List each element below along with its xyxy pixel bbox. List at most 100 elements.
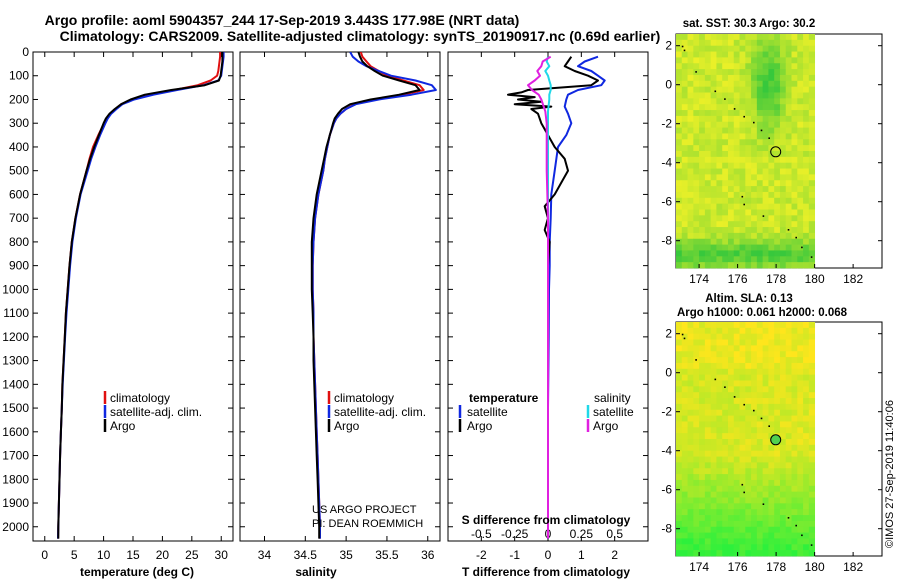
heatmap-cell xyxy=(779,479,787,487)
heatmap-cell xyxy=(716,215,723,222)
heatmap-cell xyxy=(808,544,816,551)
heatmap-cell xyxy=(676,51,683,58)
heatmap-cell xyxy=(693,439,700,446)
heatmap-cell xyxy=(791,503,798,510)
heatmap-cell xyxy=(704,174,712,181)
heatmap-cell xyxy=(751,156,758,164)
heatmap-cell xyxy=(687,497,694,504)
heatmap-cell xyxy=(751,503,758,510)
heatmap-cell xyxy=(676,368,683,376)
heatmap-cell xyxy=(756,34,764,41)
heatmap-cell xyxy=(791,526,798,533)
heatmap-cell xyxy=(727,415,735,422)
heatmap-cell xyxy=(710,421,717,428)
heatmap-cell xyxy=(797,39,804,47)
legend-climatology-label: climatology xyxy=(110,391,170,405)
heatmap-cell xyxy=(687,69,694,76)
heatmap-cell xyxy=(676,34,683,41)
heatmap-cell xyxy=(739,345,746,352)
heatmap-cell xyxy=(762,168,769,175)
heatmap-cell xyxy=(745,520,752,528)
argo-position-marker xyxy=(770,434,782,446)
heatmap-cell xyxy=(699,174,706,181)
heatmap-cell xyxy=(676,357,683,364)
heatmap-cell xyxy=(716,221,723,228)
heatmap-cell xyxy=(704,227,712,234)
heatmap-cell xyxy=(803,520,810,528)
heatmap-cell xyxy=(762,104,769,111)
heatmap-cell xyxy=(756,450,764,457)
heatmap-cell xyxy=(676,439,683,446)
heatmap-cell xyxy=(733,215,740,222)
heatmap-cell xyxy=(722,392,729,399)
heatmap-cell xyxy=(716,503,723,510)
heatmap-cell xyxy=(756,327,764,335)
heatmap-cell xyxy=(710,156,717,164)
heatmap-cell xyxy=(739,227,746,234)
heatmap-cell xyxy=(722,63,729,70)
heatmap-cell xyxy=(762,156,769,164)
heatmap-cell xyxy=(808,221,816,228)
heatmap-cell xyxy=(733,51,740,58)
heatmap-cell xyxy=(699,34,706,41)
heatmap-cell xyxy=(676,520,683,528)
heatmap-cell xyxy=(733,532,740,539)
heatmap-cell xyxy=(716,45,723,52)
map-lat-tick-label: -2 xyxy=(661,117,672,131)
heatmap-cell xyxy=(676,497,683,504)
temperature-plot: 0 5 10 15 20 25 30 xyxy=(41,52,228,562)
heatmap-cell xyxy=(751,386,758,393)
heatmap-cell xyxy=(704,191,712,199)
heatmap-cell xyxy=(785,39,792,47)
heatmap-cell xyxy=(756,380,764,387)
heatmap-cell xyxy=(693,127,700,134)
heatmap-cell xyxy=(681,380,688,387)
heatmap-cell xyxy=(693,39,700,47)
heatmap-cell xyxy=(704,34,712,41)
series-salinity-argo-line xyxy=(527,55,552,539)
heatmap-cell xyxy=(716,69,723,76)
heatmap-cell xyxy=(727,474,735,481)
heatmap-cell xyxy=(687,110,694,117)
heatmap-cell xyxy=(687,104,694,111)
heatmap-cell xyxy=(710,162,717,169)
heatmap-cell xyxy=(676,191,683,199)
heatmap-cell xyxy=(785,80,792,88)
heatmap-cell xyxy=(710,526,717,533)
heatmap-cell xyxy=(727,357,735,364)
heatmap-cell xyxy=(768,221,775,228)
heatmap-cell xyxy=(704,538,712,545)
heatmap-cell xyxy=(768,80,775,88)
island-dot xyxy=(741,195,744,198)
heatmap-cell xyxy=(779,133,787,140)
heatmap-cell xyxy=(751,368,758,376)
island-dot xyxy=(743,203,745,206)
island-dot xyxy=(733,396,736,398)
heatmap-cell xyxy=(756,74,764,82)
heatmap-cell xyxy=(733,439,740,446)
heatmap-cell xyxy=(768,421,775,428)
heatmap-cell xyxy=(797,197,804,205)
heatmap-cell xyxy=(808,357,816,364)
heatmap-cell xyxy=(681,151,688,158)
heatmap-cell xyxy=(745,162,752,169)
heatmap-cell xyxy=(779,462,787,469)
heatmap-cell xyxy=(681,86,688,93)
heatmap-cell xyxy=(716,197,723,205)
heatmap-cell xyxy=(681,238,688,245)
heatmap-cell xyxy=(785,238,792,245)
heatmap-cell xyxy=(722,244,729,251)
heatmap-cell xyxy=(751,232,758,240)
map-lat-tick-label: -8 xyxy=(661,234,672,248)
heatmap-cell xyxy=(756,509,764,516)
heatmap-cell xyxy=(745,221,752,228)
heatmap-cell xyxy=(733,262,740,269)
heatmap-cell xyxy=(785,209,792,216)
depth-tick-label: 800 xyxy=(9,235,29,249)
legend-temperature-heading: temperature xyxy=(469,391,539,405)
heatmap-cell xyxy=(704,186,712,193)
heatmap-cell xyxy=(699,57,706,64)
heatmap-cell xyxy=(727,403,735,411)
heatmap-cell xyxy=(716,115,723,123)
heatmap-cell xyxy=(733,544,740,551)
